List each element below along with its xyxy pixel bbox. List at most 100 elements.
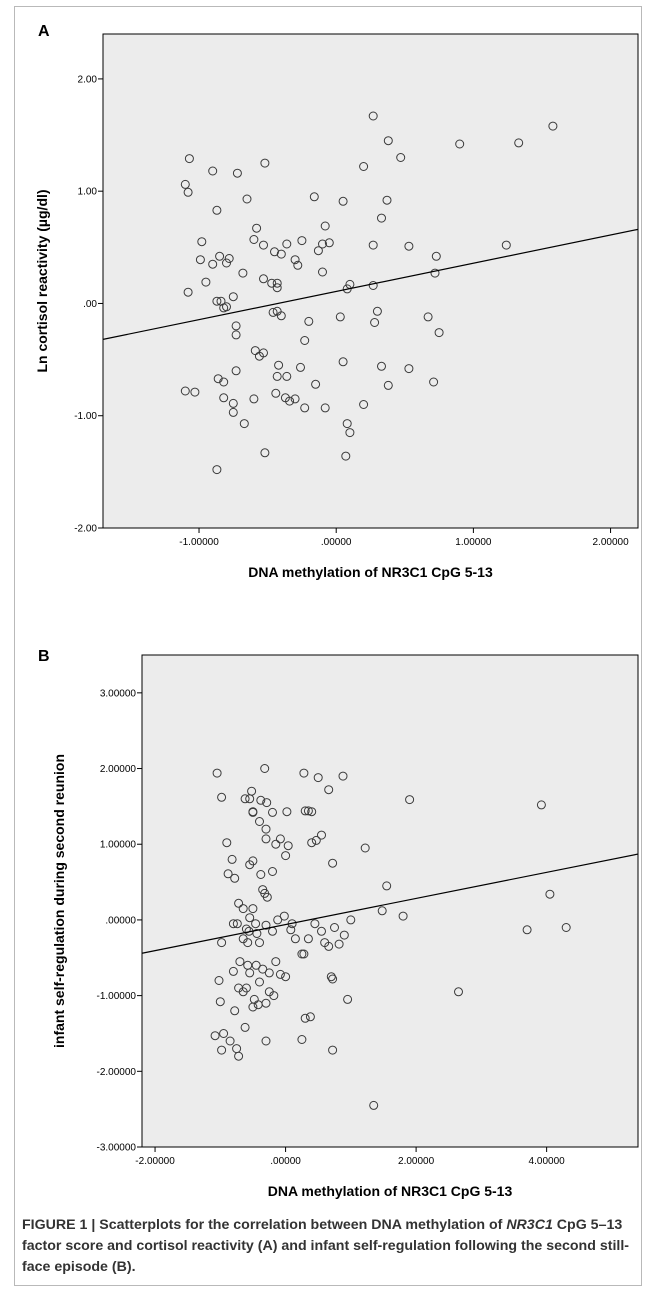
data-point [430,268,440,278]
y-tick-label: -2.00000 [97,1067,137,1078]
data-point [455,139,465,149]
data-point [251,960,261,970]
x-tick-label: 1.00000 [455,537,492,548]
data-point [279,911,289,921]
data-point [232,168,242,178]
data-point [522,925,532,935]
data-point [320,403,330,413]
x-tick-label: -1.00000 [179,537,219,548]
data-point [300,1013,310,1023]
data-point [262,798,272,808]
data-point [404,364,414,374]
data-point [324,785,334,795]
data-point [305,1012,315,1022]
data-point [300,806,310,816]
data-point [256,870,266,879]
x-tick-label: 2.00000 [592,537,629,548]
data-point [290,394,300,404]
data-point [228,292,238,302]
data-point [281,972,291,982]
data-point [307,838,317,848]
data-point [251,919,261,929]
data-point [208,166,218,176]
data-point [359,400,369,409]
data-point [255,817,264,826]
data-point [245,913,255,923]
data-point [431,251,441,261]
data-point [223,869,233,879]
data-point [328,974,338,984]
data-point [343,994,353,1004]
data-point [190,387,200,397]
data-point [268,867,277,876]
data-point [398,911,408,921]
data-point [328,858,338,868]
x-axis-title: DNA methylation of NR3C1 CpG 5-13 [248,564,493,580]
data-point [299,949,309,959]
data-point [245,794,255,804]
data-point [317,926,326,936]
data-point [219,393,229,403]
y-tick-label: -1.00 [74,411,97,422]
data-point [222,838,232,848]
data-point [230,1006,240,1016]
data-point [274,360,284,370]
data-point [313,246,323,256]
caption-gene: NR3C1 [506,1217,553,1233]
data-point [180,179,190,189]
data-point [326,972,336,982]
data-point [261,824,271,834]
panel-a-chart: A -2.00 -1.00 .00 1.00 2.00 -1.00000 .00000 1.00… [34,23,639,580]
data-point [268,307,278,317]
panel-letter: A [38,23,50,40]
panel-letter: B [38,648,50,665]
data-point [240,794,250,804]
data-point [238,268,248,278]
data-point [183,287,193,297]
data-point [260,764,270,773]
data-point [254,351,264,361]
data-point [234,898,244,908]
data-point [275,834,285,844]
data-point [293,260,303,270]
data-point [259,240,268,250]
data-point [249,394,259,404]
data-point [310,919,320,929]
data-point [317,830,326,840]
data-point [256,795,266,805]
data-point [368,240,378,250]
x-tick-label: 4.00000 [529,1156,566,1167]
data-point [197,237,207,247]
data-point [307,807,317,817]
data-point [271,839,281,849]
data-point [396,153,406,162]
data-point [261,834,271,844]
y-axis-title: infant self-regulation during second reu… [51,754,67,1048]
data-point [267,278,277,288]
data-point [241,983,251,993]
data-point [338,357,348,367]
y-tick-label: 1.00000 [100,840,137,851]
data-point [545,889,555,899]
data-point [248,1002,258,1012]
y-tick-label: 2.00 [78,74,98,85]
data-point [271,388,281,398]
data-point [180,386,190,396]
data-point [272,371,282,381]
data-point [290,255,300,265]
data-point [300,336,310,345]
data-point [345,428,355,438]
data-point [271,957,281,967]
data-point [262,892,272,902]
data-point [429,377,439,387]
data-point [255,977,264,987]
data-point [299,768,309,778]
x-tick-label: -2.00000 [135,1156,175,1167]
y-tick-label: .00 [83,299,97,310]
data-point [304,316,314,326]
data-point [285,396,295,406]
data-point [232,919,242,929]
data-point [238,904,248,914]
data-point [276,249,286,259]
y-axis-title: Ln cortisol reactivity (µg/dl) [34,189,50,372]
